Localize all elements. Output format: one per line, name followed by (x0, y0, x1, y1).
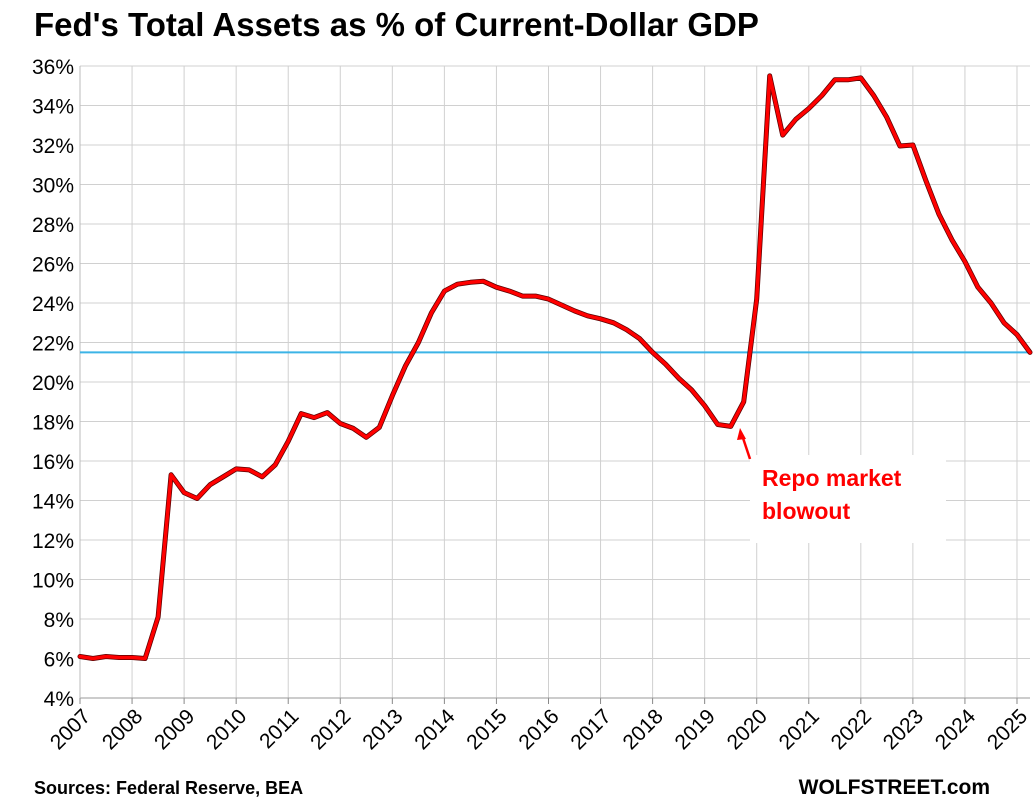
sources-note: Sources: Federal Reserve, BEA (34, 778, 304, 798)
x-tick-label: 2009 (150, 705, 199, 754)
y-tick-label: 28% (32, 214, 74, 237)
y-tick-label: 36% (32, 56, 74, 79)
x-tick-label: 2012 (306, 705, 355, 754)
y-tick-label: 18% (32, 412, 74, 435)
x-tick-label: 2018 (618, 705, 667, 754)
y-tick-label: 8% (44, 609, 74, 632)
annotation-arrowhead (737, 428, 746, 440)
annotation-text-line2: blowout (762, 498, 850, 524)
x-tick-label: 2019 (671, 705, 720, 754)
x-tick-label: 2024 (931, 705, 981, 755)
x-tick-label: 2017 (566, 705, 615, 754)
y-tick-label: 6% (44, 649, 74, 672)
y-tick-label: 4% (44, 688, 74, 711)
y-tick-label: 32% (32, 135, 74, 158)
brand-label: WOLFSTREET.com (798, 776, 990, 799)
chart-title: Fed's Total Assets as % of Current-Dolla… (34, 6, 759, 43)
y-tick-label: 26% (32, 254, 74, 277)
series-lines (77, 73, 1033, 661)
x-tick-label: 2010 (202, 705, 251, 754)
gridlines (79, 65, 1030, 704)
x-tick-label: 2007 (46, 705, 95, 754)
x-tick-label: 2014 (410, 705, 460, 755)
y-tick-label: 20% (32, 372, 74, 395)
series-line (78, 74, 1032, 661)
x-tick-label: 2022 (827, 705, 876, 754)
y-tick-label: 16% (32, 451, 74, 474)
x-tick-label: 2025 (983, 705, 1032, 754)
x-tick-label: 2016 (514, 705, 563, 754)
x-tick-label: 2008 (98, 705, 147, 754)
series-line-shadow (77, 73, 1033, 661)
y-tick-label: 10% (32, 570, 74, 593)
y-tick-label: 12% (32, 530, 74, 553)
annotation-text-line1: Repo market (762, 465, 902, 491)
x-tick-label: 2011 (255, 705, 303, 753)
annotation-repo-market: Repo market blowout (737, 428, 946, 543)
annotation-box (750, 455, 946, 543)
y-tick-label: 34% (32, 96, 74, 119)
x-tick-label: 2021 (775, 705, 824, 754)
y-tick-label: 24% (32, 293, 74, 316)
x-tick-label: 2023 (879, 705, 928, 754)
y-tick-label: 14% (32, 491, 74, 514)
y-axis-tick-labels: 4% 6% 8% 10% 12% 14% 16% 18% 20% 22% 24% 26% 28% 30% 3… (32, 56, 74, 711)
x-tick-label: 2013 (358, 705, 407, 754)
x-tick-label: 2020 (723, 705, 772, 754)
y-tick-label: 30% (32, 175, 74, 198)
x-tick-label: 2015 (462, 705, 511, 754)
x-axis-tick-labels: 2007 2008 2009 2010 2011 2012 2013 2014 2015 2016… (46, 705, 1032, 755)
y-tick-label: 22% (32, 333, 74, 356)
